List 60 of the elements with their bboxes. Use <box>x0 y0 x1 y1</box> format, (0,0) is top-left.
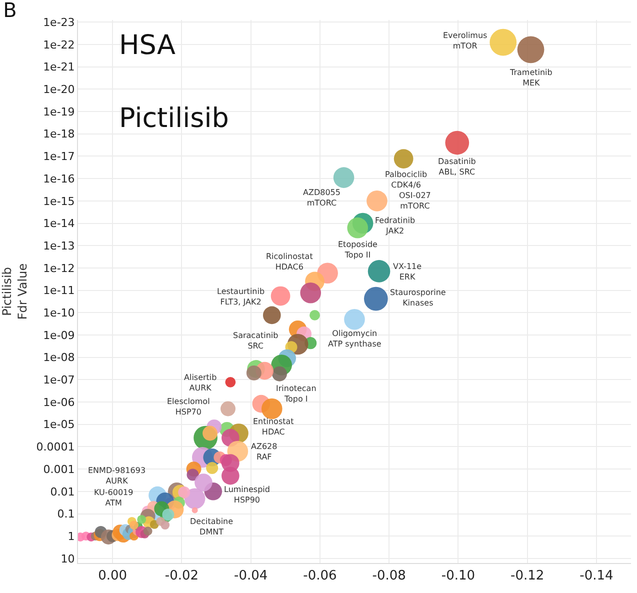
y-tick-label: 1e-07 <box>43 374 75 387</box>
annotation: OSI-027 mTORC <box>399 191 431 210</box>
annotation: Etoposide Topo II <box>338 240 378 260</box>
y-tick-label: 1e-21 <box>43 60 75 74</box>
annotation: Staurosporine Kinases <box>390 288 446 308</box>
y-tick-label: 1e-09 <box>43 328 75 342</box>
annotation: Luminespid HSP90 <box>224 485 270 504</box>
y-tick-label: 1e-11 <box>43 284 75 298</box>
y-tick-label: 1e-18 <box>43 128 75 141</box>
annotation: Trametinib MEK <box>509 68 552 88</box>
annotation: Decitabine DMNT <box>190 517 234 536</box>
annotation: Entinostat HDAC <box>253 417 294 436</box>
annotation: Saracatinib SRC <box>233 331 278 350</box>
annotation: Everolimus mTOR <box>443 31 488 50</box>
annotation: Palbociclib CDK4/6 <box>385 170 428 190</box>
y-tick-label: 0.0001 <box>36 440 75 454</box>
y-tick-label: 1e-22 <box>43 38 75 52</box>
y-tick-label: 1e-19 <box>43 105 75 118</box>
y-tick-label: 1e-12 <box>43 262 75 275</box>
x-tick-label: -0.04 <box>234 568 268 584</box>
annotation: AZ628 RAF <box>251 442 278 462</box>
annotation: VX-11e ERK <box>393 262 422 282</box>
annotation: HSA <box>119 30 176 61</box>
y-tick-label: 1e-05 <box>43 418 75 432</box>
y-tick-label: 1e-16 <box>43 172 75 186</box>
y-tick-label: 1e-06 <box>43 396 75 409</box>
annotation: Alisertib AURK <box>184 373 217 392</box>
y-tick-label: 10 <box>60 552 75 566</box>
annotation: Ricolinostat HDAC6 <box>266 252 313 272</box>
annotation: Irinotecan Topo I <box>276 384 316 404</box>
y-tick-label: 1e-23 <box>43 16 75 30</box>
annotation: Fedratinib JAK2 <box>375 216 416 236</box>
x-tick-label: -0.08 <box>372 568 406 584</box>
x-tick-label: -0.10 <box>441 568 476 584</box>
annotation: AZD8055 mTORC <box>303 188 340 208</box>
chart-title: B <box>3 0 17 22</box>
y-tick-label: 0.001 <box>43 462 75 476</box>
x-tick-label: -0.02 <box>164 568 199 584</box>
y-tick-label: 1e-15 <box>43 194 75 208</box>
y-tick-label: 1e-08 <box>43 351 75 364</box>
y-tick-label: 0.01 <box>50 485 75 498</box>
annotation: KU-60019 ATM <box>94 488 134 508</box>
y-tick-label: 1e-10 <box>43 306 75 320</box>
y-tick-label: 1 <box>68 530 75 543</box>
x-tick-label: 0.00 <box>98 568 128 584</box>
y-tick-label: 1e-17 <box>43 150 75 164</box>
y-tick-label: 1e-13 <box>43 239 75 252</box>
annotation: Dasatinib ABL, SRC <box>438 157 476 176</box>
annotation: Oligomycin ATP synthase <box>328 329 382 348</box>
y-tick-label: 1e-14 <box>43 217 75 230</box>
annotation: Lestaurtinib FLT3, JAK2 <box>217 287 265 306</box>
x-tick-label: -0.12 <box>510 568 544 584</box>
y-axis-title: Pictilisib Fdr Value <box>0 263 30 320</box>
y-tick-label: 0.1 <box>57 508 75 521</box>
annotation: Pictilisib <box>119 103 229 134</box>
x-tick-label: -0.14 <box>580 568 614 584</box>
x-tick-label: -0.06 <box>303 568 337 584</box>
annotation: Elesclomol HSP70 <box>167 397 210 416</box>
y-tick-label: 1e-20 <box>43 83 75 96</box>
annotation: ENMD-981693 AURK <box>88 466 146 486</box>
